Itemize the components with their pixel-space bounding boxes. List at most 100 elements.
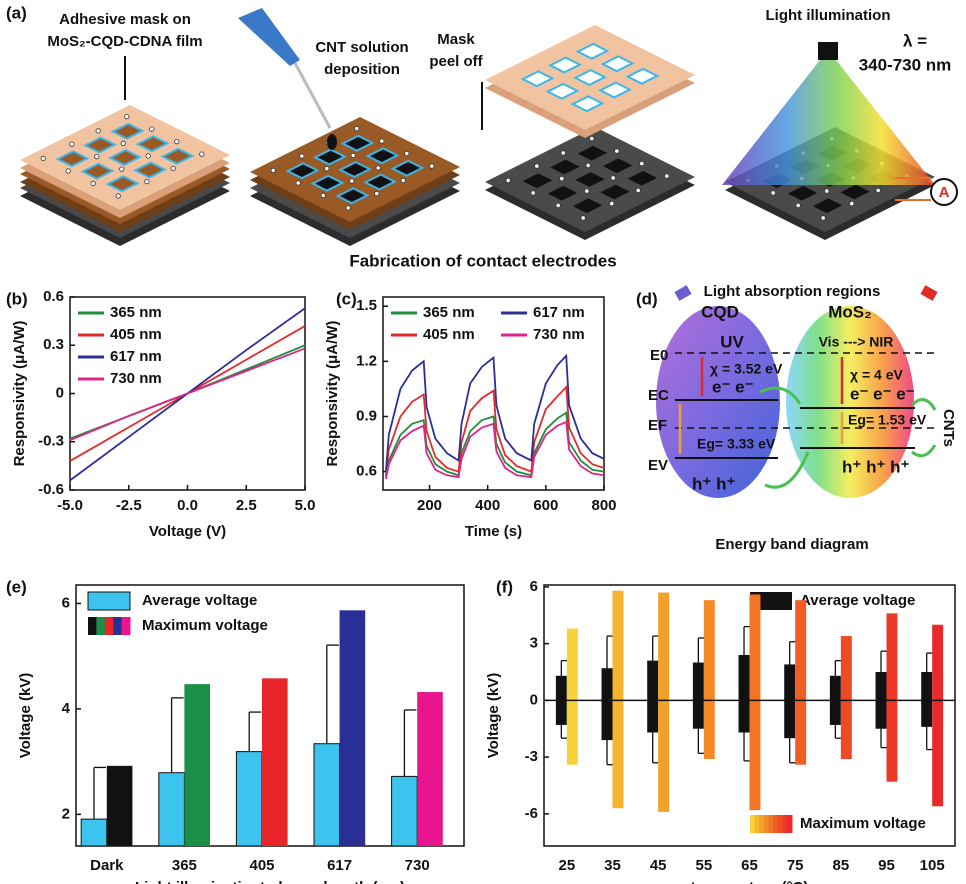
legend-label: 405 nm — [423, 326, 475, 343]
transfer-arrow — [912, 400, 935, 410]
particle — [70, 142, 74, 146]
vis-nir-label: Vis ---> NIR — [819, 334, 894, 350]
pipette — [238, 8, 300, 66]
step-text: CNT solution — [315, 39, 408, 56]
lamp — [818, 42, 838, 60]
particle — [586, 163, 590, 167]
legend-swatch — [122, 617, 131, 635]
legend-swatch — [96, 617, 105, 635]
particle — [640, 161, 644, 165]
particle — [560, 176, 564, 180]
panel-label: (d) — [636, 289, 658, 308]
cnts-label: CNTs — [940, 409, 957, 447]
mos2-label: MoS₂ — [828, 302, 871, 321]
particle — [325, 166, 329, 170]
y-tick-label: 0.3 — [43, 336, 64, 353]
legend-swatch — [755, 815, 760, 833]
particle — [351, 153, 355, 157]
y-tick-label: -0.3 — [38, 433, 64, 450]
figure: (a) Adhesive mask on MoS₂-CQD-CDNA film … — [0, 0, 966, 884]
particle — [375, 191, 379, 195]
y-axis-title: Voltage (kV) — [485, 673, 502, 759]
particle — [665, 174, 669, 178]
particle — [146, 154, 150, 158]
range-bar — [693, 663, 704, 729]
step-text: Adhesive mask on — [59, 11, 191, 28]
range-bar — [567, 629, 578, 765]
x-tick-label: 600 — [533, 497, 558, 514]
x-tick-label: 25 — [558, 857, 575, 874]
legend-label: 365 nm — [423, 304, 475, 321]
y-axis-title: Voltage (kV) — [17, 673, 34, 759]
x-axis-title: Voltage (V) — [149, 523, 226, 540]
range-bar — [784, 664, 795, 738]
range-bar — [739, 655, 750, 733]
level-label: EF — [648, 417, 667, 434]
y-tick-label: 0.6 — [43, 288, 64, 305]
range-bar — [658, 593, 669, 812]
step-text: MoS₂-CQD-CDNA film — [47, 33, 202, 50]
meter-label: A — [939, 184, 950, 201]
particle — [401, 178, 405, 182]
particle — [376, 166, 380, 170]
particle — [271, 168, 275, 172]
step-text: deposition — [324, 61, 400, 78]
step-text: Light illumination — [766, 7, 891, 24]
level-label: EC — [648, 387, 669, 404]
particle — [531, 191, 535, 195]
caption: Fabrication of contact electrodes — [349, 251, 616, 270]
particle — [116, 194, 120, 198]
y-tick-label: 1.5 — [356, 297, 377, 314]
legend-swatch — [759, 815, 764, 833]
x-tick-label: 55 — [695, 857, 712, 874]
particle — [430, 164, 434, 168]
legend-label: 405 nm — [110, 326, 162, 343]
x-tick-label: 405 — [249, 857, 274, 874]
cqd-region — [656, 306, 780, 498]
x-tick-label: 95 — [878, 857, 895, 874]
y-tick-label: -3 — [525, 748, 538, 765]
legend-swatch — [88, 592, 130, 610]
panel-label: (a) — [6, 3, 27, 22]
particle — [175, 139, 179, 143]
particle — [296, 181, 300, 185]
range-bar — [887, 613, 898, 781]
legend-swatch — [778, 815, 783, 833]
y-axis-title: Responsivity (μA/W) — [324, 321, 341, 467]
range-bar — [921, 672, 932, 727]
page: {"figure":{ "panel_a":{"label":"(a)","st… — [0, 0, 966, 884]
bar — [262, 678, 288, 846]
series-line — [70, 348, 305, 440]
legend-label: 617 nm — [110, 348, 162, 365]
y-tick-label: 0 — [530, 691, 538, 708]
particle — [321, 193, 325, 197]
light-cone — [722, 60, 935, 185]
x-tick-label: 617 — [327, 857, 352, 874]
range-bar — [647, 661, 658, 733]
particle — [636, 188, 640, 192]
particle — [821, 216, 825, 220]
electrons: e⁻ e⁻ e⁻ — [850, 384, 915, 403]
x-tick-label: -5.0 — [57, 497, 83, 514]
x-tick-label: 2.5 — [236, 497, 257, 514]
range-bar — [932, 625, 943, 807]
particle — [346, 206, 350, 210]
particle — [610, 201, 614, 205]
particle — [796, 203, 800, 207]
legend-swatch — [769, 815, 774, 833]
affinity: χ = 3.52 eV — [710, 361, 783, 377]
droplet — [327, 134, 337, 150]
panel-label: (e) — [6, 577, 27, 596]
x-tick-label: -2.5 — [116, 497, 142, 514]
x-tick-label: 105 — [920, 857, 945, 874]
legend-label: Average voltage — [142, 592, 257, 609]
x-tick-label: 85 — [832, 857, 849, 874]
particle — [125, 114, 129, 118]
legend-swatch — [773, 815, 778, 833]
range-bar — [613, 591, 624, 809]
bar — [392, 776, 418, 846]
particle — [825, 189, 829, 193]
particle — [850, 201, 854, 205]
x-tick-label: 0.0 — [177, 497, 198, 514]
particle — [95, 154, 99, 158]
